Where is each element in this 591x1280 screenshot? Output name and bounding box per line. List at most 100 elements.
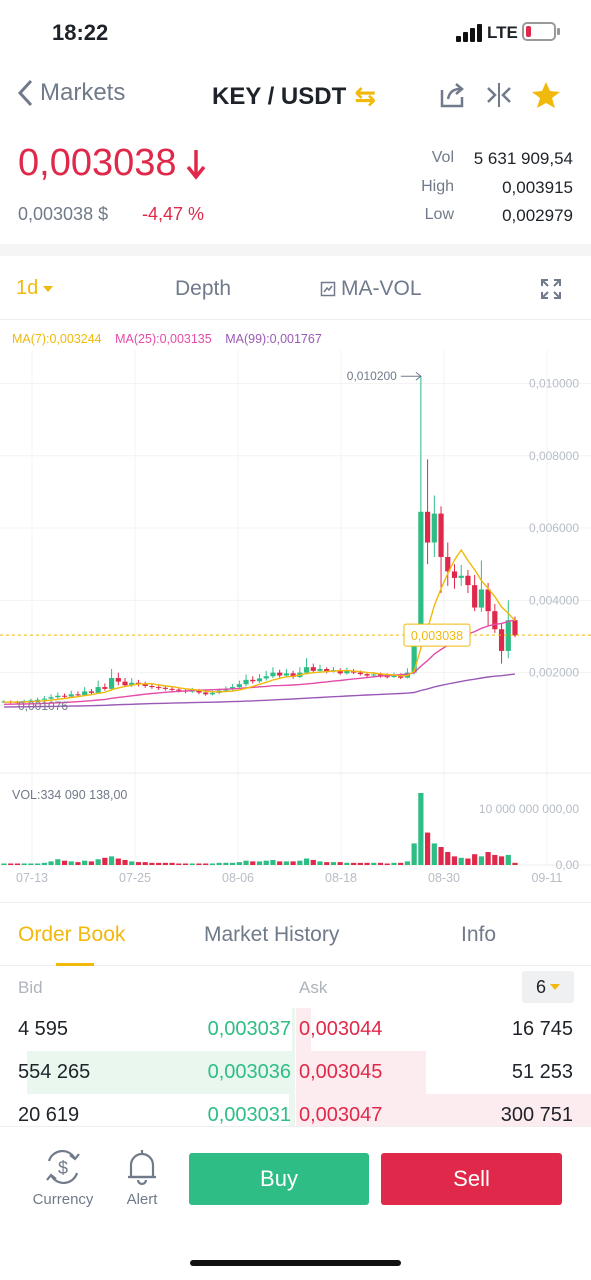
swap-arrows-icon[interactable]: ⇆: [354, 81, 377, 111]
sell-button[interactable]: Sell: [381, 1153, 562, 1205]
bid-price: 0,003036: [207, 1061, 291, 1083]
volume-bar: [404, 861, 411, 865]
candle-body: [263, 676, 269, 679]
candle-body: [250, 679, 256, 682]
ask-depth-bar: [296, 1051, 426, 1094]
volume-bar: [142, 862, 148, 865]
candle-body: [75, 694, 81, 696]
ma99-line: [4, 673, 516, 708]
date-axis-label: 08-06: [222, 871, 254, 885]
precision-selector[interactable]: 6: [522, 971, 574, 1003]
candle-body: [512, 620, 518, 636]
ask-depth-bar: [296, 1008, 311, 1051]
volume-bar: [492, 854, 498, 865]
max-price-label: 0,010200: [347, 369, 397, 383]
candle-body: [283, 673, 289, 676]
volume-bar: [176, 863, 182, 865]
battery-icon: [522, 22, 560, 41]
ma-legend: MA(7):0,003244 MA(25):0,003135 MA(99):0,…: [12, 332, 332, 346]
candle-body: [371, 674, 377, 676]
candle-body: [55, 695, 61, 698]
chart-toolbar: 1d Depth MA-VOL: [0, 258, 591, 320]
tab-depth[interactable]: Depth: [175, 277, 232, 300]
candle-body: [357, 672, 363, 675]
candlestick-chart[interactable]: 0,010000 0,008000 0,006000 0,004000 0,002000…: [0, 320, 591, 900]
volume-bar: [8, 863, 14, 865]
chart-canvas[interactable]: 0,010000 0,008000 0,006000 0,004000 0,002000…: [0, 320, 591, 900]
candle-body: [317, 669, 323, 671]
alert-button[interactable]: Alert: [120, 1147, 164, 1208]
candle-body: [337, 670, 343, 674]
volume-bar: [438, 847, 444, 865]
tab-indicator[interactable]: MA-VOL: [320, 277, 422, 301]
bid-quantity: 4 595: [18, 1018, 69, 1040]
price-axis-label: 0,008000: [529, 449, 579, 463]
max-annotation-arrow: [415, 371, 422, 381]
action-bar: $ Currency Alert Buy Sell: [0, 1126, 591, 1236]
candle-body: [485, 589, 491, 612]
order-book-row[interactable]: 554 265 0,003036 0,003045 51 253: [0, 1051, 591, 1094]
volume-bar: [505, 854, 511, 865]
signal-icon: [456, 24, 484, 42]
bell-icon: [128, 1150, 156, 1186]
candle-body: [156, 687, 162, 689]
bid-quantity: 554 265: [18, 1061, 91, 1083]
candle-body: [465, 575, 471, 586]
volume-bar: [122, 859, 128, 865]
candle-body: [41, 698, 47, 700]
ask-quantity: 300 751: [500, 1104, 573, 1126]
stat-vol-label: Vol: [431, 149, 454, 166]
share-icon[interactable]: [438, 80, 468, 110]
volume-bar: [216, 862, 222, 865]
price-axis-label: 0,010000: [529, 376, 579, 390]
star-icon[interactable]: [531, 80, 561, 110]
date-axis-label: 07-13: [16, 871, 48, 885]
volume-bar: [283, 861, 289, 865]
price-axis-label: 0,004000: [529, 593, 579, 607]
ask-quantity: 51 253: [511, 1061, 573, 1083]
volume-bar: [203, 863, 209, 865]
currency-button[interactable]: $ Currency: [30, 1147, 96, 1208]
bid-depth-bar: [27, 1051, 295, 1094]
volume-label: VOL:334 090 138,00: [12, 788, 127, 802]
volume-bar: [35, 863, 41, 865]
order-book-row[interactable]: 4 595 0,003037 0,003044 16 745: [0, 1008, 591, 1051]
volume-bar: [297, 860, 303, 865]
volume-bar: [149, 862, 155, 865]
buy-button[interactable]: Buy: [189, 1153, 369, 1205]
tab-info[interactable]: Info: [461, 923, 497, 946]
candle-body: [129, 682, 135, 686]
volume-bar: [478, 856, 484, 865]
back-button[interactable]: Markets: [16, 78, 125, 108]
bid-depth-bar: [289, 1094, 295, 1137]
tab-market-history[interactable]: Market History: [204, 923, 340, 946]
volume-bar: [398, 862, 404, 865]
currency-label: Currency: [32, 1191, 94, 1208]
candle-body: [411, 645, 417, 673]
volume-bar: [451, 856, 458, 865]
stat-low-value: 0,002979: [502, 206, 573, 225]
volume-bar: [243, 860, 249, 865]
pair-title[interactable]: KEY / USDT ⇆: [212, 81, 376, 112]
candle-body: [142, 684, 148, 686]
volume-bar: [364, 862, 370, 865]
interval-selector[interactable]: 1d: [16, 277, 54, 300]
candle-body: [324, 669, 330, 672]
fullscreen-icon[interactable]: [540, 278, 562, 300]
volume-bar: [82, 860, 88, 865]
precision-value: 6: [535, 976, 546, 997]
volume-bar: [1, 863, 7, 865]
candle-body: [478, 589, 484, 608]
candle-body: [445, 556, 451, 572]
volume-bar: [108, 856, 115, 865]
tab-order-book[interactable]: Order Book: [18, 923, 126, 946]
candle-body: [505, 620, 511, 651]
volume-bar: [411, 843, 417, 865]
candle-body: [28, 700, 34, 702]
order-book-row[interactable]: 20 619 0,003031 0,003047 300 751: [0, 1094, 591, 1137]
caret-down-icon: [550, 984, 560, 990]
stat-vol-value: 5 631 909,54: [473, 149, 573, 168]
min-price-label: 0,001076: [18, 699, 68, 713]
compare-icon[interactable]: [484, 80, 514, 110]
volume-bar: [95, 859, 101, 865]
